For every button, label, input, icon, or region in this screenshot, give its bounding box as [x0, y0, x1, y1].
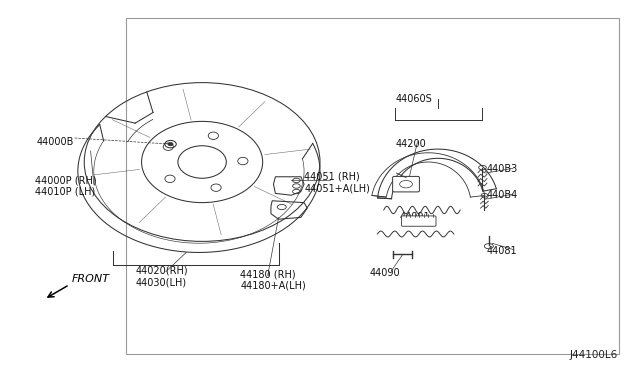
Text: 44081: 44081	[487, 246, 518, 256]
Text: 44000P (RH)
44010P (LH): 44000P (RH) 44010P (LH)	[35, 175, 97, 197]
Text: 44060S: 44060S	[395, 94, 432, 104]
FancyBboxPatch shape	[401, 216, 436, 226]
FancyBboxPatch shape	[393, 176, 419, 192]
Text: FRONT: FRONT	[72, 274, 109, 284]
Text: 44090: 44090	[369, 268, 400, 278]
Bar	[125, 18, 620, 354]
Text: 44020(RH)
44030(LH): 44020(RH) 44030(LH)	[135, 266, 188, 287]
Text: 44000B: 44000B	[36, 137, 74, 147]
Text: 440B3: 440B3	[487, 164, 518, 174]
Text: 44051 (RH)
44051+A(LH): 44051 (RH) 44051+A(LH)	[304, 171, 370, 193]
Ellipse shape	[168, 142, 173, 146]
Text: 44091: 44091	[399, 212, 430, 222]
Text: J44100L6: J44100L6	[570, 350, 618, 359]
Text: 44180 (RH)
44180+A(LH): 44180 (RH) 44180+A(LH)	[241, 269, 306, 291]
Text: 440B4: 440B4	[487, 190, 518, 200]
Text: 44200: 44200	[395, 138, 426, 148]
